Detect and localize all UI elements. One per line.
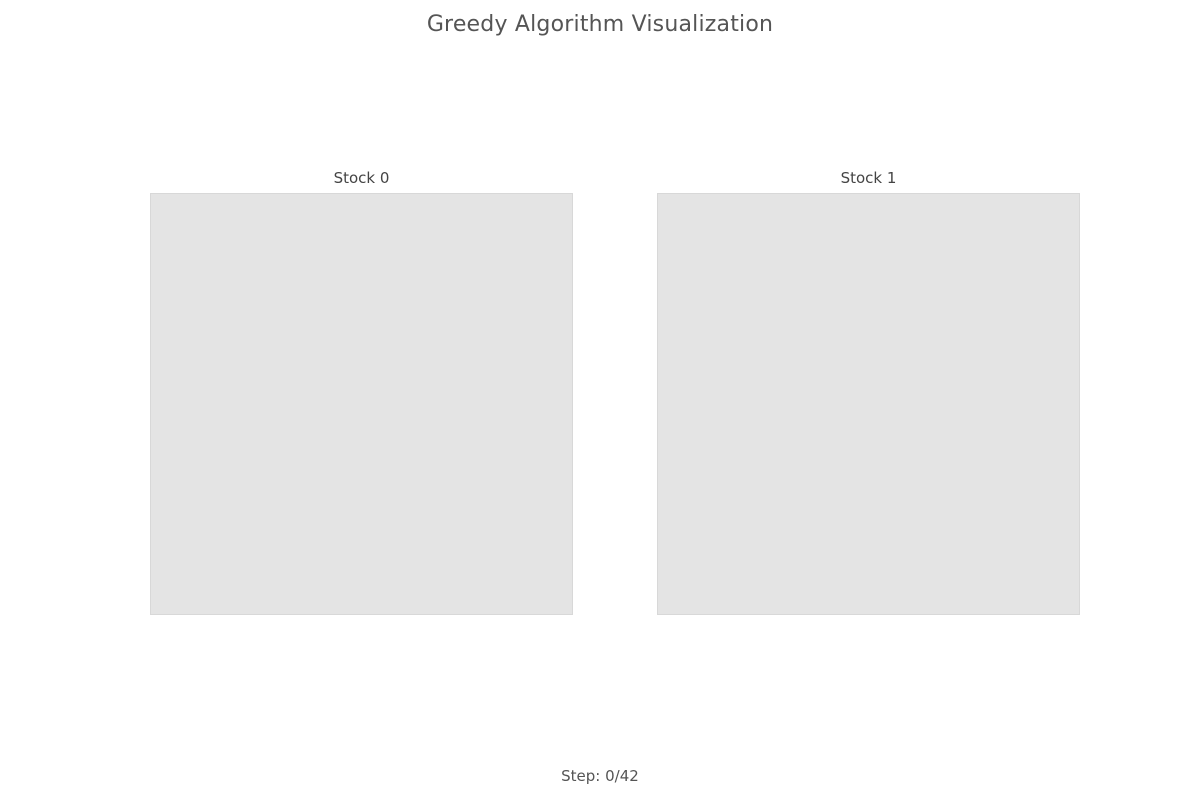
stock-panel-1: Stock 1: [657, 168, 1080, 615]
stock-canvas-0: [150, 193, 573, 615]
stock-panel-0: Stock 0: [150, 168, 573, 615]
page-title: Greedy Algorithm Visualization: [426, 12, 774, 37]
stock-canvas-1: [657, 193, 1080, 615]
stock-label: Stock 1: [840, 169, 897, 187]
stock-label: Stock 0: [333, 169, 390, 187]
step-counter: Step: 0/42: [561, 767, 639, 785]
